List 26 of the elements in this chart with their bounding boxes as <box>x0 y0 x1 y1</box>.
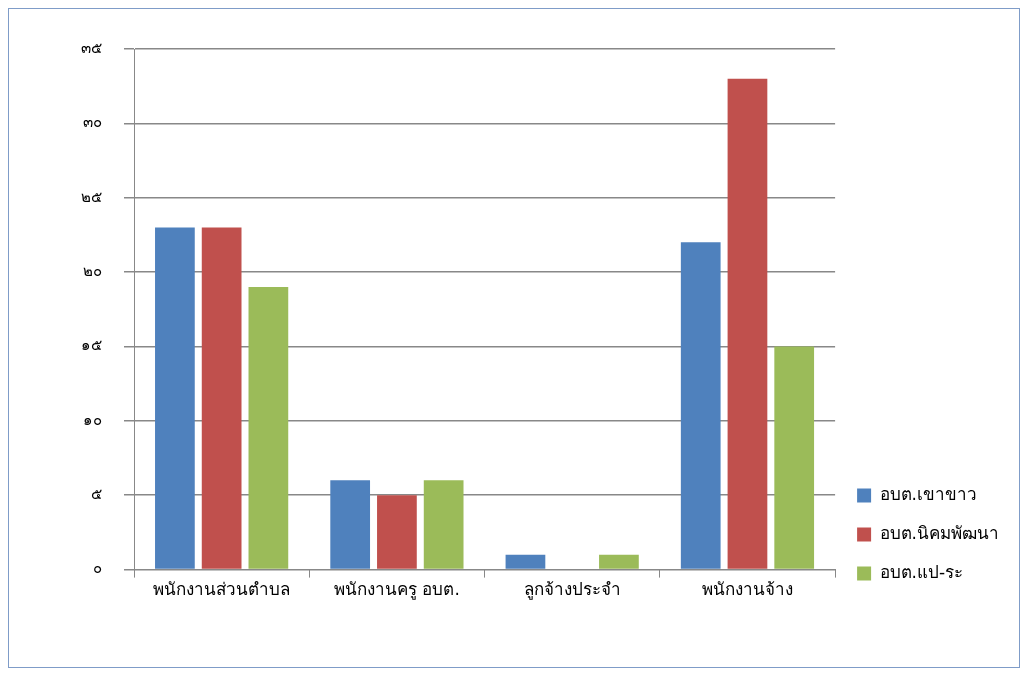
bar <box>377 495 417 569</box>
legend-label: อบต.แป-ระ <box>879 561 964 582</box>
legend-label: อบต.เขาขาว <box>879 483 977 504</box>
bar <box>727 78 768 569</box>
y-tick-label: ๓๐ <box>83 113 102 132</box>
y-tick-label: ๒๐ <box>83 262 102 280</box>
bar <box>330 480 371 569</box>
x-tick-label: พนักงานส่วนตำบล <box>153 579 291 600</box>
bar <box>505 554 546 569</box>
bar <box>155 227 195 569</box>
y-tick-label: ๒๕ <box>81 187 102 206</box>
bar <box>774 346 815 569</box>
y-tick-label: ๕ <box>91 485 102 504</box>
y-tick-label: ๓๕ <box>81 38 102 57</box>
bar <box>423 480 464 569</box>
y-tick-label: ๑๐ <box>83 410 102 429</box>
x-tick-label: ลูกจ้างประจำ <box>523 579 621 601</box>
bar <box>680 242 721 569</box>
bar <box>599 554 639 569</box>
y-tick-label: ๑๕ <box>81 336 102 355</box>
bar <box>248 286 289 569</box>
x-tick-label: พนักงานครู อบต. <box>334 579 460 601</box>
bar <box>201 227 242 569</box>
legend-label: อบต.นิคมพัฒนา <box>879 522 999 543</box>
x-tick-label: พนักงานจ้าง <box>701 579 793 600</box>
y-tick-label: ๐ <box>93 559 102 578</box>
